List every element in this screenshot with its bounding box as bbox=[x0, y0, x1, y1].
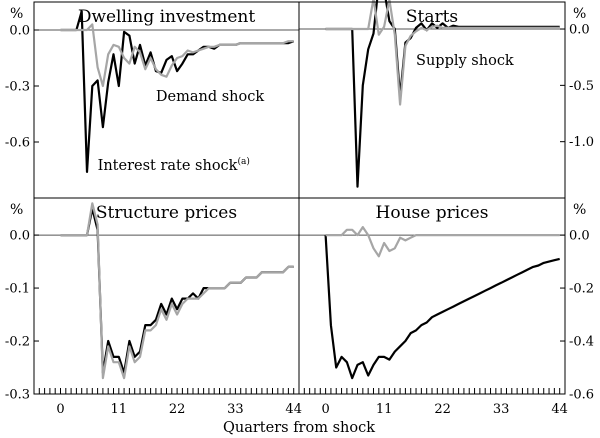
y-tick-label: -0.5 bbox=[569, 79, 594, 94]
panel-frame bbox=[33, 197, 300, 395]
y-tick-label: -0.2 bbox=[569, 282, 594, 297]
x-tick-label: 33 bbox=[227, 402, 244, 417]
panel-title: Structure prices bbox=[96, 203, 237, 223]
y-tick-label: 0.0 bbox=[569, 23, 590, 38]
series-line-demand-shock bbox=[60, 202, 294, 380]
series-line-supply-shock bbox=[325, 0, 560, 106]
unit-label: % bbox=[573, 6, 586, 22]
panel-structure-prices: 0.0 -0.1 -0.2 -0.3% Structure prices bbox=[5, 197, 300, 403]
x-tick-label: 44 bbox=[285, 402, 302, 417]
y-tick-label: 0.0 bbox=[9, 229, 30, 244]
x-tick-label: 0 bbox=[56, 402, 64, 417]
annotation-supply-shock: Supply shock bbox=[416, 53, 514, 69]
panel-dwelling-investment: 0.0 -0.3 -0.6% Dwelling investment Demand sh… bbox=[5, 1, 300, 199]
unit-label: % bbox=[10, 202, 23, 218]
y-tick-label: 0.0 bbox=[9, 24, 30, 39]
y-tick-label: -0.4 bbox=[569, 335, 594, 350]
annotation-demand-shock: Demand shock bbox=[156, 89, 264, 105]
panel-title: House prices bbox=[376, 203, 489, 223]
annotation-interest-rate-shock: Interest rate shock(a) bbox=[98, 156, 250, 174]
series-line-interest-rate-shock bbox=[324, 235, 560, 380]
unit-label: % bbox=[573, 202, 586, 218]
x-axis-title: Quarters from shock bbox=[223, 420, 375, 436]
x-tick-label: 22 bbox=[434, 402, 451, 417]
x-tick-label: 22 bbox=[169, 402, 186, 417]
x-tick-label: 11 bbox=[376, 402, 393, 417]
x-tick-label: 44 bbox=[551, 402, 568, 417]
y-tick-label: -0.3 bbox=[5, 80, 30, 95]
x-tick-label: 0 bbox=[321, 402, 329, 417]
y-tick-label: -0.6 bbox=[569, 388, 594, 403]
panel-title: Dwelling investment bbox=[78, 7, 256, 27]
panel-starts: 0.0 -0.5 -1.0% Starts Supply shock bbox=[298, 0, 594, 199]
panel-house-prices: 0.0 -0.2 -0.4 -0.6% House prices bbox=[298, 197, 594, 403]
y-tick-label: -0.1 bbox=[5, 282, 30, 297]
series-line-demand-shock bbox=[60, 23, 294, 88]
y-tick-label: -0.6 bbox=[5, 136, 30, 151]
y-tick-label: -0.2 bbox=[5, 335, 30, 350]
unit-label: % bbox=[10, 6, 23, 22]
panel-frame bbox=[298, 1, 566, 199]
y-tick-label: -0.3 bbox=[5, 388, 30, 403]
panel-title: Starts bbox=[406, 7, 458, 27]
x-tick-label: 11 bbox=[111, 402, 128, 417]
y-tick-label: 0.0 bbox=[569, 229, 590, 244]
series-line-demand-shock bbox=[325, 226, 560, 258]
x-tick-label: 33 bbox=[493, 402, 510, 417]
y-tick-label: -1.0 bbox=[569, 135, 594, 150]
series-line-interest-rate-shock bbox=[60, 207, 294, 374]
